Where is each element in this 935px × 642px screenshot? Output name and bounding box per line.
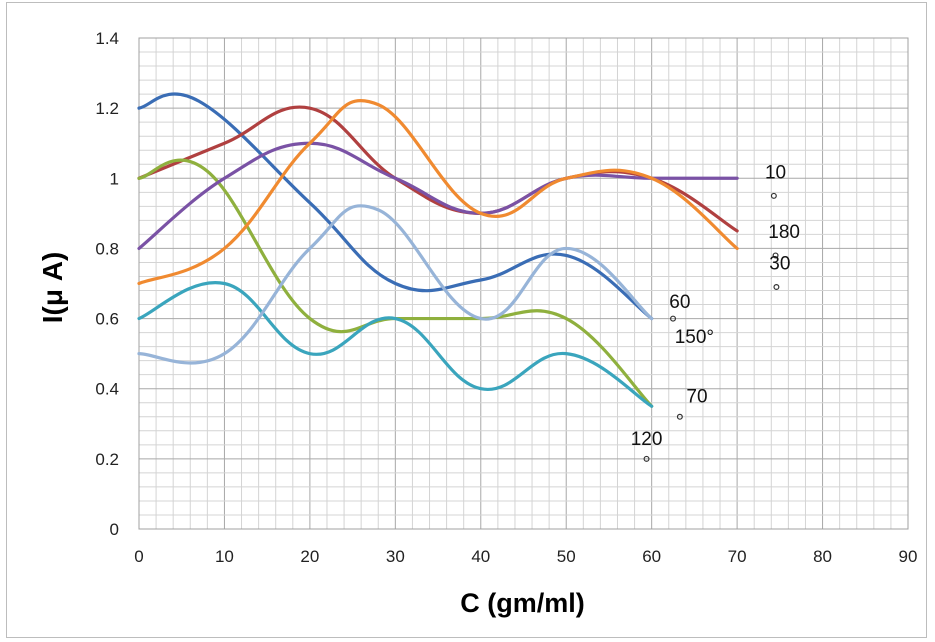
series-annotation-label: 10 [765,162,786,183]
series-line-5 [137,280,654,408]
series-line-1 [137,92,654,321]
series-annotation-label: 150° [675,327,714,348]
x-tick-label: 50 [557,547,576,566]
plot-area [138,37,909,530]
x-tick-label: 90 [899,547,918,566]
x-tick-label: 60 [642,547,661,566]
series-annotation-label: 60 [669,292,690,313]
annotation-marker [773,284,780,291]
x-tick-label: 40 [471,547,490,566]
series-annotation-label: 120 [631,429,663,450]
annotation-marker [676,413,683,420]
x-tick-label: 20 [300,547,319,566]
annotation-marker [670,315,677,322]
series-line-2 [137,105,739,233]
series-annotation-label: 180 [768,222,800,243]
y-axis-title: I(μ A) [37,252,68,324]
series-annotation-label: 30 [769,253,790,274]
y-tick-label: 1.2 [95,99,119,118]
y-tick-label: 0.6 [95,310,119,329]
series-line-6 [137,98,739,286]
annotation-marker [643,455,650,462]
y-tick-label: 0.4 [95,380,119,399]
x-axis-title: C (gm/ml) [460,588,585,618]
annotation-marker [770,192,777,199]
annotation-marker [772,252,779,259]
x-tick-label: 70 [728,547,747,566]
y-tick-label: 0.8 [95,239,119,258]
series-line-7 [137,204,654,365]
y-tick-label: 1 [110,169,119,188]
series-annotation-label: 70 [686,387,707,408]
x-tick-label: 30 [386,547,405,566]
x-tick-label: 80 [813,547,832,566]
series-line-4 [137,141,739,251]
y-tick-label: 0 [110,520,119,539]
y-tick-label: 0.2 [95,450,119,469]
x-tick-label: 0 [134,547,143,566]
x-tick-label: 10 [215,547,234,566]
y-tick-label: 1.4 [95,29,119,48]
